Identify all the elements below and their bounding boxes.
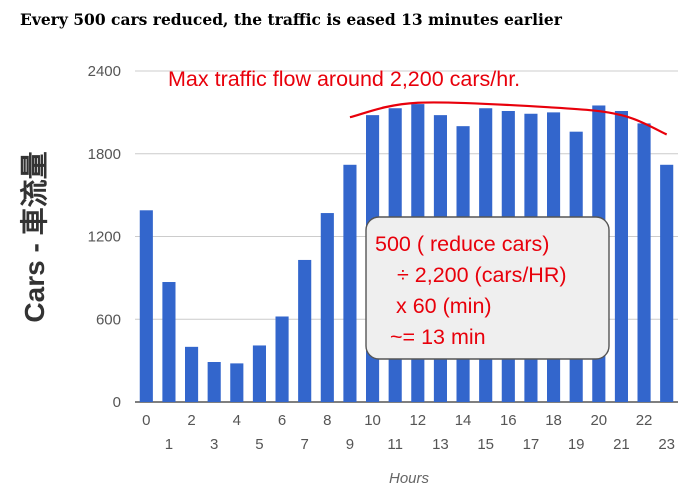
bar xyxy=(230,363,244,402)
annotation-box-line-1: 500 ( reduce cars) xyxy=(375,232,549,256)
bar xyxy=(298,259,312,402)
bar xyxy=(637,123,651,403)
annotation-box-line-2: ÷ 2,200 (cars/HR) xyxy=(397,263,567,287)
x-axis-label: Hours xyxy=(389,470,430,487)
x-tick-label: 6 xyxy=(278,412,286,429)
annotation-box xyxy=(365,216,610,360)
bar xyxy=(614,110,628,402)
x-tick-label: 9 xyxy=(346,436,354,453)
x-tick-label: 8 xyxy=(323,412,331,429)
x-tick-label: 14 xyxy=(455,412,472,429)
y-axis-label: Cars - 車流量 xyxy=(19,151,50,322)
bar xyxy=(207,362,221,402)
y-tick-label: 1800 xyxy=(88,146,121,163)
x-tick-label: 18 xyxy=(545,412,562,429)
x-tick-label: 22 xyxy=(636,412,653,429)
x-tick-label: 12 xyxy=(409,412,426,429)
trend-curve xyxy=(349,101,668,136)
bar xyxy=(343,164,357,402)
annotation-box-line-3: x 60 (min) xyxy=(396,294,492,318)
annotation-box-line-4: ~= 13 min xyxy=(390,325,486,349)
x-tick-label: 3 xyxy=(210,436,218,453)
x-tick-label: 20 xyxy=(590,412,607,429)
x-tick-label: 16 xyxy=(500,412,517,429)
bar xyxy=(320,213,334,402)
y-tick-label: 600 xyxy=(96,311,121,328)
y-axis-ticks: 0 600 1200 1800 2400 xyxy=(88,63,121,411)
bar xyxy=(185,346,199,402)
y-tick-label: 0 xyxy=(113,394,121,411)
x-tick-label: 4 xyxy=(233,412,241,429)
x-tick-label: 23 xyxy=(658,436,675,453)
x-tick-label: 21 xyxy=(613,436,630,453)
bar xyxy=(139,210,153,402)
x-tick-label: 2 xyxy=(187,412,195,429)
x-tick-label: 10 xyxy=(364,412,381,429)
bar xyxy=(660,164,674,402)
chart-title: Every 500 cars reduced, the traffic is e… xyxy=(20,10,563,29)
y-tick-label: 2400 xyxy=(88,63,121,80)
x-tick-label: 0 xyxy=(142,412,150,429)
x-tick-label: 5 xyxy=(255,436,263,453)
x-tick-label: 11 xyxy=(387,436,403,453)
annotation-max-flow: Max traffic flow around 2,200 cars/hr. xyxy=(168,67,520,91)
bar xyxy=(275,316,289,402)
x-tick-label: 13 xyxy=(432,436,449,453)
y-tick-label: 1200 xyxy=(88,229,121,246)
x-tick-label: 17 xyxy=(523,436,540,453)
x-tick-label: 15 xyxy=(477,436,494,453)
x-tick-label: 19 xyxy=(568,436,585,453)
x-tick-label: 1 xyxy=(165,436,173,453)
bar xyxy=(252,345,266,402)
bar xyxy=(162,282,176,402)
x-tick-label: 7 xyxy=(301,436,309,453)
